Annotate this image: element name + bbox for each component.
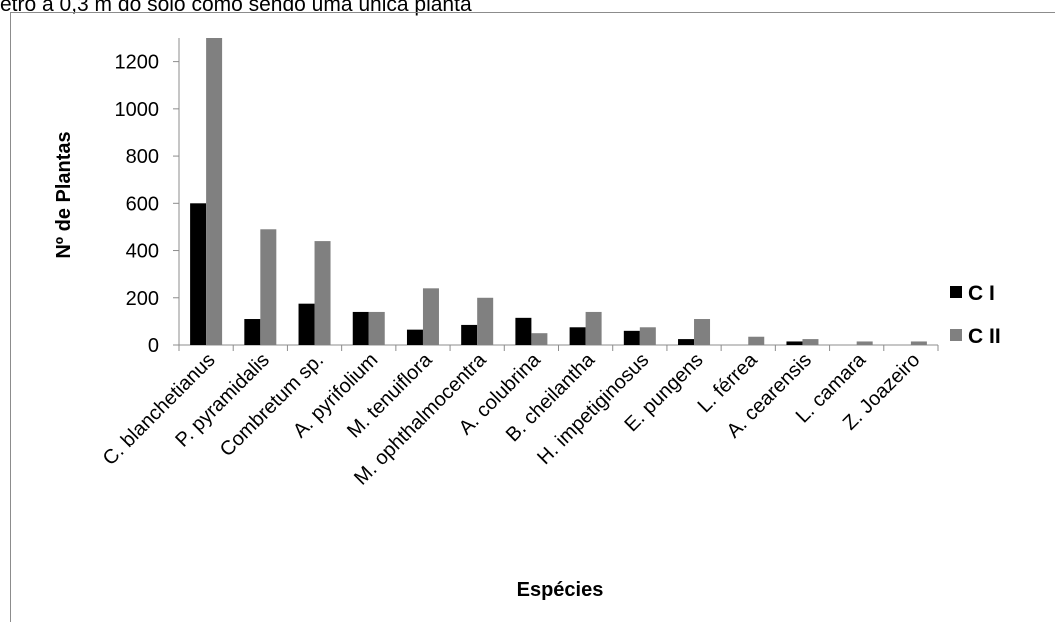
legend-label: C II [968,325,1001,348]
bar-c-i [623,330,640,345]
bar-c-i [461,324,478,345]
y-tick-label: 800 [126,146,159,168]
y-tick-label: 400 [126,241,159,263]
bar-c-ii [206,38,223,345]
bar-c-ii [856,341,873,345]
y-tick-label: 0 [148,335,159,357]
y-tick-label: 600 [126,193,159,215]
bar-c-ii [422,288,439,345]
bar-c-ii [639,327,656,345]
chart-axes [173,38,939,351]
chart-bars [190,38,927,345]
x-axis-label: Espécies [517,579,604,601]
y-axis-label: Nº de Plantas [53,131,75,258]
bar-c-i [678,339,695,345]
bar-c-ii [585,311,602,345]
bar-c-i [244,319,261,345]
bar-c-i [190,203,207,345]
legend-label: C I [968,282,995,305]
bar-c-i [515,317,532,345]
x-tick-label: P. pyramidalis [171,349,274,452]
legend-swatch [950,329,962,341]
bar-c-ii [260,229,277,345]
bar-c-ii [694,319,711,345]
bar-c-ii [748,336,765,345]
bar-c-ii [910,341,927,345]
bar-c-ii [802,339,819,345]
bar-c-i [406,329,423,345]
bar-c-ii [368,311,385,345]
y-tick-label: 200 [126,288,159,310]
bar-c-ii [477,297,494,345]
bar-c-ii [314,241,331,345]
y-tick-label: 1200 [115,52,160,74]
bar-c-i [569,327,586,345]
legend-swatch [950,286,962,298]
bar-c-i [786,341,803,345]
bar-c-i [352,311,369,345]
chart-frame [10,12,1055,622]
bar-c-ii [531,333,548,345]
bar-c-i [298,303,315,345]
y-tick-labels: 0 200 400 600 800 1000 1200 [115,52,160,357]
chart-legend: C I C II [950,282,1001,348]
y-tick-label: 1000 [115,99,160,121]
